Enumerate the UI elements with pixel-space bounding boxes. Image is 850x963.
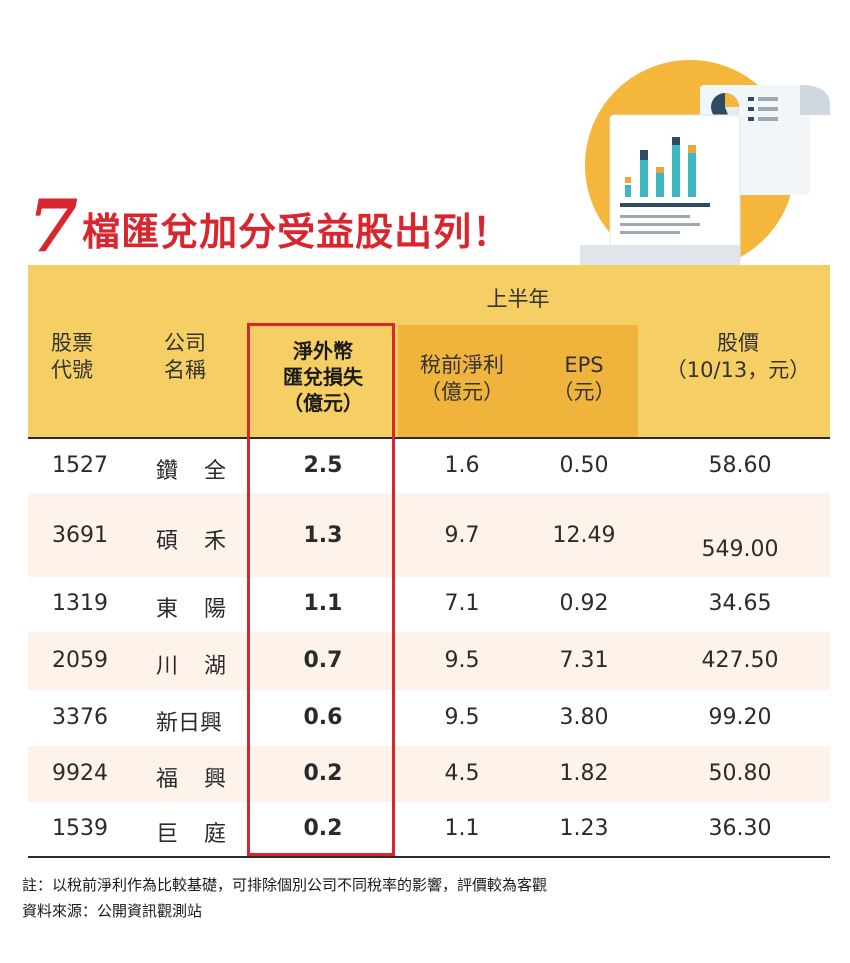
cell-code: 1527	[52, 453, 108, 478]
cell-price: 50.80	[708, 761, 772, 786]
header-stock-code: 股票 代號	[51, 331, 93, 382]
table-row: 1527 鑽 全 2.5 1.6 0.50 58.60	[28, 439, 830, 493]
cell-price: 427.50	[701, 648, 779, 673]
table-row: 2059 川 湖 0.7 9.5 7.31 427.50	[28, 632, 830, 690]
cell-code: 1319	[52, 591, 108, 616]
cell-fx-loss: 0.6	[303, 705, 343, 730]
cell-pretax: 1.6	[444, 453, 480, 478]
cell-code: 2059	[52, 648, 108, 673]
cell-name: 東 陽	[156, 597, 229, 622]
cell-name: 新日興	[156, 711, 223, 736]
title-number: 7	[28, 183, 79, 268]
cell-code: 3691	[52, 523, 108, 548]
cell-price: 34.65	[708, 591, 772, 616]
cell-fx-loss: 0.7	[303, 648, 343, 673]
cell-price: 549.00	[701, 537, 779, 562]
header-fx-loss: 淨外幣 匯兌損失 （億元）	[283, 339, 363, 415]
title-text: 檔匯兌加分受益股出列！	[82, 209, 512, 254]
cell-code: 9924	[52, 761, 108, 786]
cell-eps: 7.31	[559, 648, 609, 673]
cell-pretax: 9.7	[444, 523, 480, 548]
cell-pretax: 4.5	[444, 761, 480, 786]
half-year-header-band	[398, 325, 638, 437]
cell-eps: 1.23	[559, 816, 609, 841]
cell-code: 3376	[52, 705, 108, 730]
cell-fx-loss: 1.3	[303, 523, 343, 548]
cell-eps: 12.49	[552, 523, 616, 548]
header-pretax-income: 稅前淨利 （億元）	[420, 353, 504, 404]
cell-eps: 0.92	[559, 591, 609, 616]
page-title: 7 檔匯兌加分受益股出列！	[28, 182, 511, 262]
cell-pretax: 9.5	[444, 705, 480, 730]
header-company-name: 公司 名稱	[164, 331, 206, 382]
cell-fx-loss: 0.2	[303, 816, 343, 841]
cell-fx-loss: 2.5	[303, 453, 343, 478]
cell-pretax: 1.1	[444, 816, 480, 841]
cell-price: 99.20	[708, 705, 772, 730]
header-eps: EPS （元）	[552, 353, 616, 404]
cell-pretax: 9.5	[444, 648, 480, 673]
table-row: 3376 新日興 0.6 9.5 3.80 99.20	[28, 690, 830, 746]
source-note: 資料來源：公開資訊觀測站	[22, 902, 203, 920]
header-stock-price: 股價 （10/13，元）	[665, 331, 811, 382]
footnote: 註：以稅前淨利作為比較基礎，可排除個別公司不同稅率的影響，評價較為客觀	[22, 876, 548, 894]
cell-name: 川 湖	[156, 654, 229, 679]
cell-eps: 0.50	[559, 453, 609, 478]
cell-eps: 3.80	[559, 705, 609, 730]
table-row: 9924 福 興 0.2 4.5 1.82 50.80	[28, 746, 830, 802]
cell-fx-loss: 0.2	[303, 761, 343, 786]
table-row: 1539 巨 庭 0.2 1.1 1.23 36.30	[28, 802, 830, 856]
table-top-rule	[28, 437, 830, 439]
cell-name: 碩 禾	[156, 529, 229, 554]
table-bottom-rule	[28, 856, 830, 858]
table-row: 3691 碩 禾 1.3 9.7 12.49 549.00	[28, 493, 830, 577]
cell-name: 巨 庭	[156, 822, 229, 847]
cell-code: 1539	[52, 816, 108, 841]
table-row: 1319 東 陽 1.1 7.1 0.92 34.65	[28, 577, 830, 632]
report-chart-illustration-icon	[580, 60, 830, 275]
cell-name: 鑽 全	[156, 459, 229, 484]
cell-name: 福 興	[156, 767, 229, 792]
cell-pretax: 7.1	[444, 591, 480, 616]
cell-price: 36.30	[708, 816, 772, 841]
cell-fx-loss: 1.1	[303, 591, 343, 616]
cell-price: 58.60	[708, 453, 772, 478]
fx-loss-highlight-box	[247, 323, 395, 856]
cell-eps: 1.82	[559, 761, 609, 786]
header-half-year: 上半年	[486, 287, 550, 311]
